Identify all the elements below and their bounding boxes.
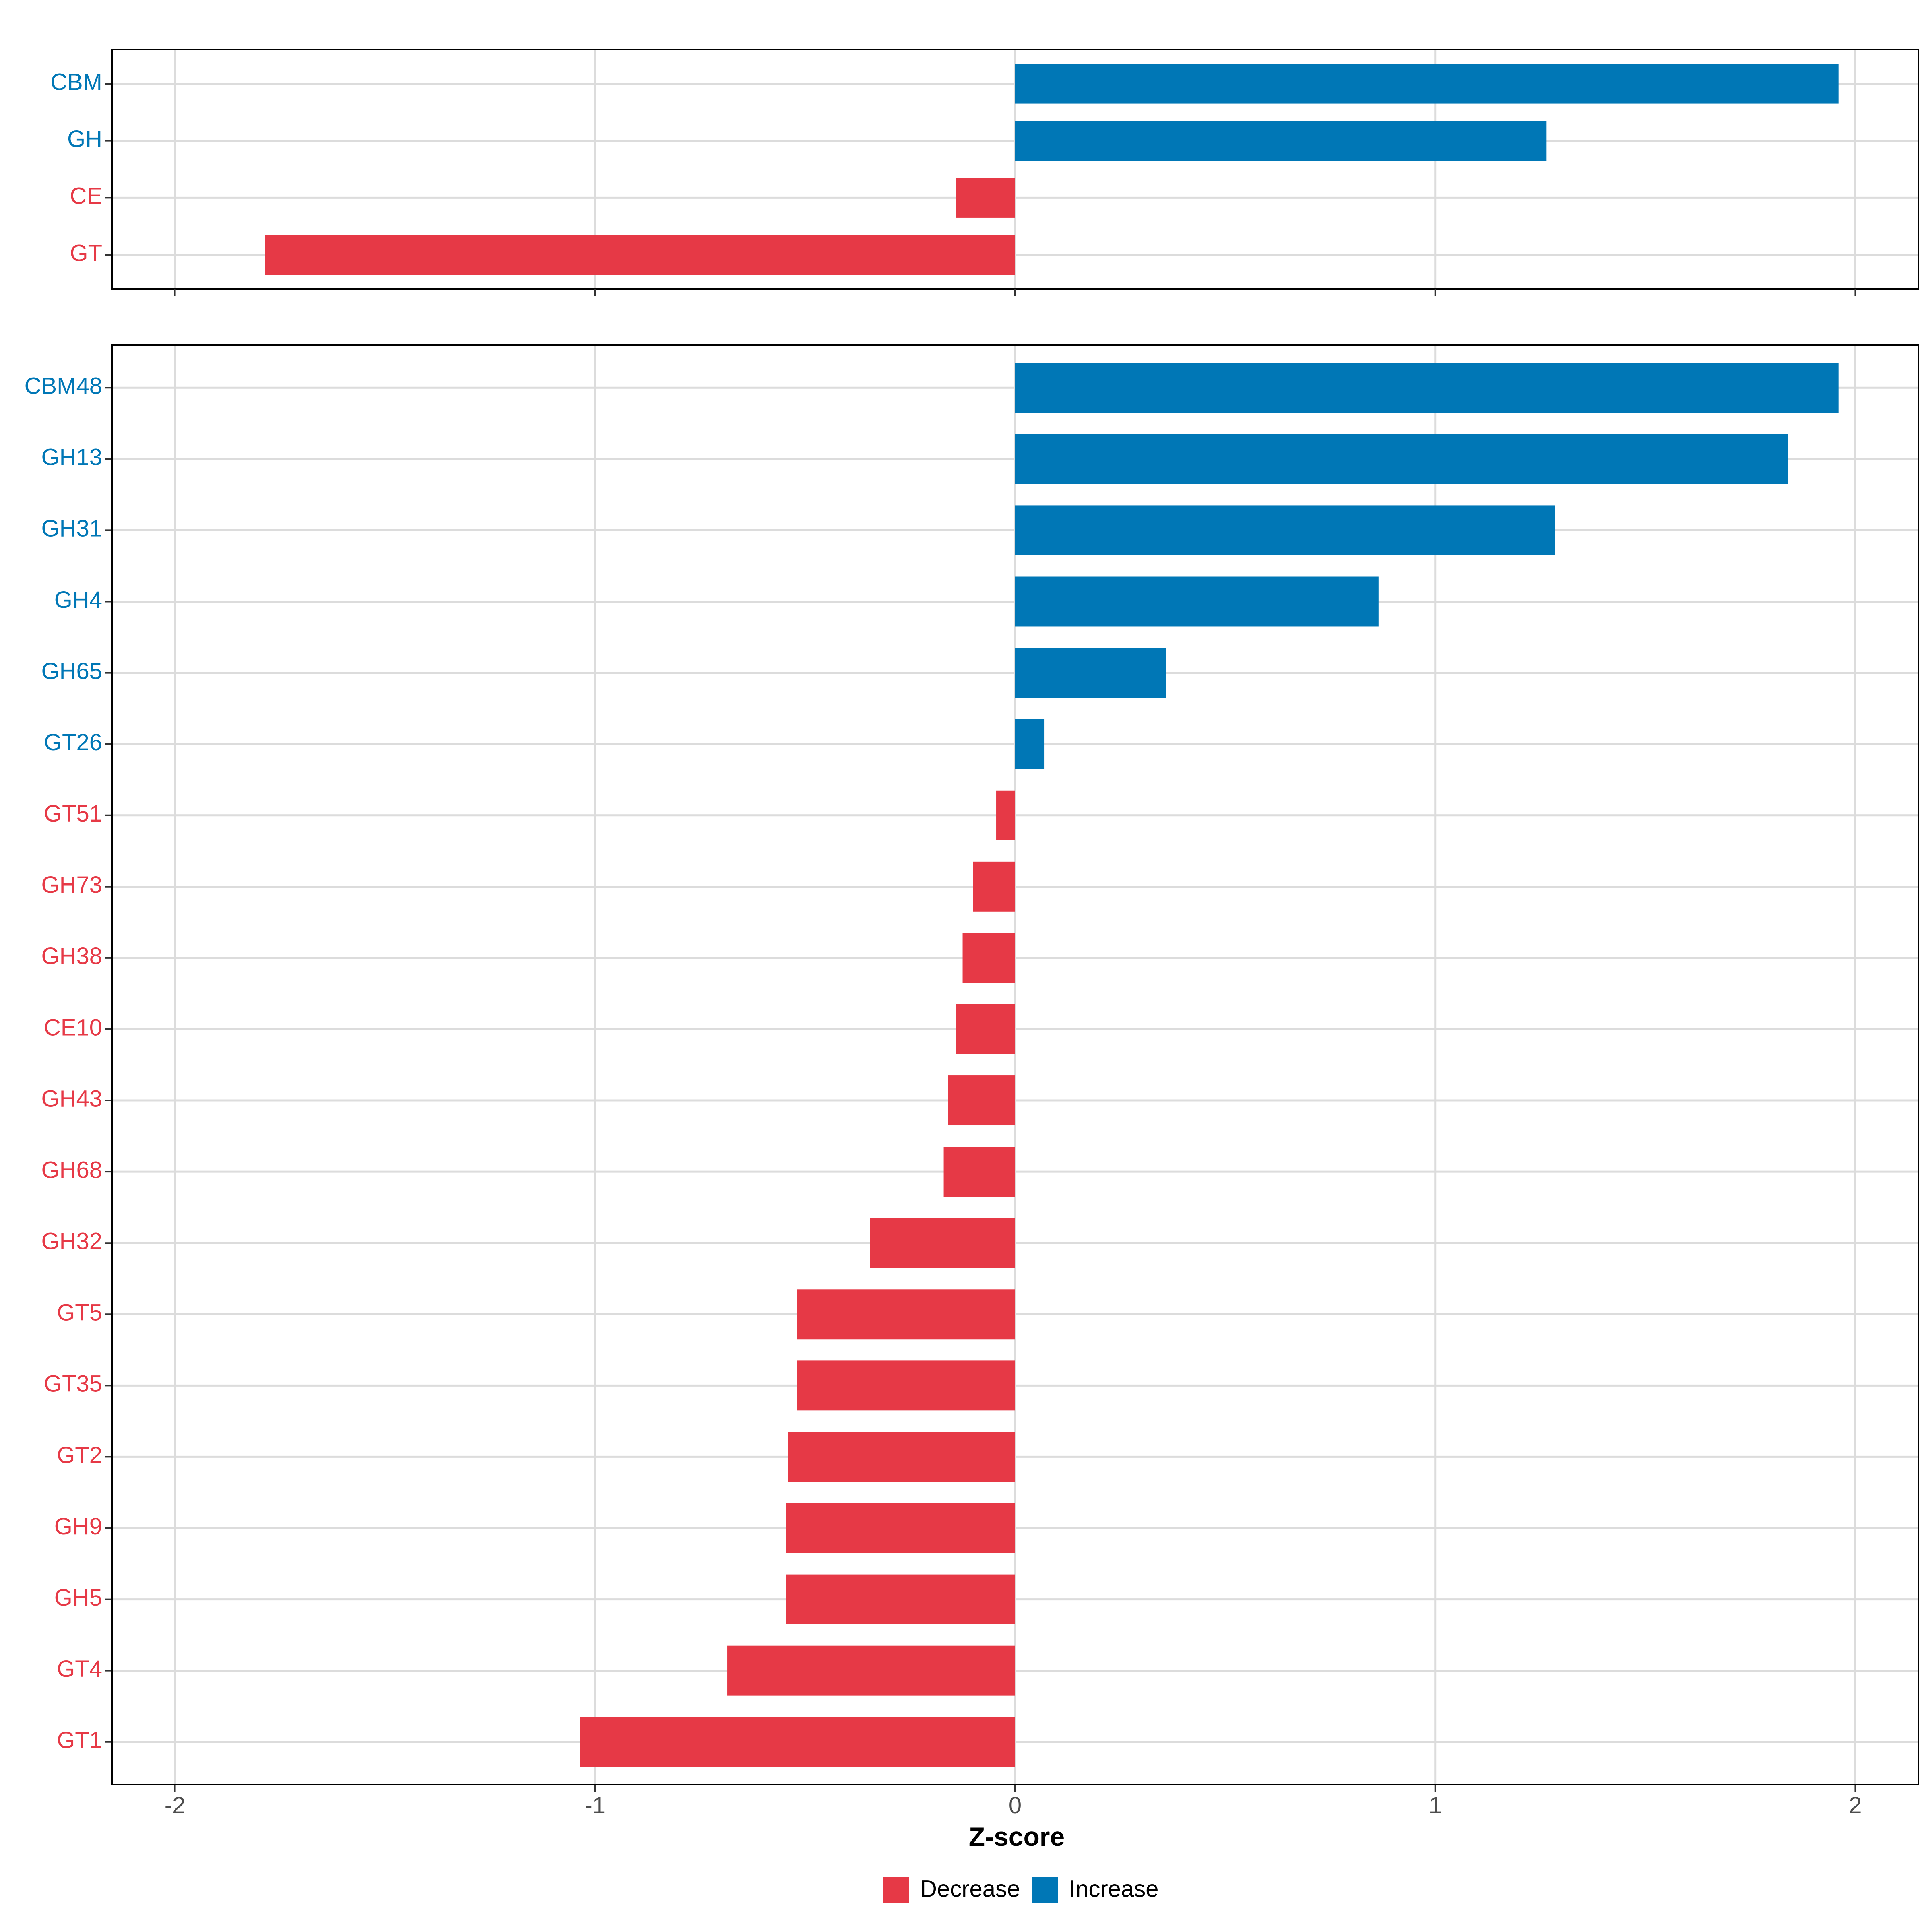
bar-gh4 bbox=[1015, 576, 1379, 627]
bar-gt5 bbox=[797, 1289, 1015, 1340]
category-label-gt4: GT4 bbox=[57, 1656, 102, 1682]
bar-gh43 bbox=[948, 1075, 1015, 1126]
bar-gt26 bbox=[1015, 719, 1045, 769]
top-panel: CBM GH CE GT bbox=[50, 49, 1919, 296]
category-label-ce: CE bbox=[70, 183, 102, 209]
category-label-gt1: GT1 bbox=[57, 1727, 102, 1753]
bar-ce bbox=[956, 178, 1015, 218]
x-axis-title: Z-score bbox=[969, 1822, 1065, 1852]
bar-gt51 bbox=[996, 790, 1015, 840]
bar-gh9 bbox=[786, 1503, 1015, 1553]
bar-gh31 bbox=[1015, 505, 1555, 555]
category-label-gt51: GT51 bbox=[44, 801, 102, 827]
category-label-gt26: GT26 bbox=[44, 729, 102, 755]
category-label-gh73: GH73 bbox=[41, 872, 102, 898]
legend: Decrease Increase bbox=[883, 1876, 1158, 1903]
category-label-gt2: GT2 bbox=[57, 1442, 102, 1468]
legend-key-increase bbox=[1032, 1877, 1058, 1903]
x-tick-label--2: -2 bbox=[165, 1792, 186, 1818]
category-label-cbm48: CBM48 bbox=[25, 373, 102, 399]
category-label-ce10: CE10 bbox=[44, 1014, 102, 1040]
bar-gt1 bbox=[580, 1717, 1015, 1767]
category-label-gh9: GH9 bbox=[54, 1513, 102, 1540]
category-label-gh38: GH38 bbox=[41, 943, 102, 969]
bar-gt2 bbox=[788, 1432, 1015, 1482]
bar-ce10 bbox=[956, 1004, 1015, 1054]
bar-gh bbox=[1015, 121, 1547, 161]
bar-cbm48 bbox=[1015, 363, 1839, 413]
category-label-gh43: GH43 bbox=[41, 1086, 102, 1112]
category-label-gt: GT bbox=[70, 240, 102, 266]
bar-gt bbox=[265, 235, 1015, 275]
x-tick-label-1: 1 bbox=[1429, 1792, 1442, 1818]
x-tick-label-2: 2 bbox=[1849, 1792, 1862, 1818]
category-label-gt35: GT35 bbox=[44, 1371, 102, 1397]
bar-cbm bbox=[1015, 64, 1839, 104]
bottom-panel: CBM48 GH13 GH31 GH4 GH65 GT26 GT51 GH73 GH38 CE10… bbox=[25, 344, 1919, 1792]
bar-gh38 bbox=[962, 933, 1015, 983]
category-label-gt5: GT5 bbox=[57, 1300, 102, 1326]
bar-gt35 bbox=[797, 1360, 1015, 1411]
legend-label-increase: Increase bbox=[1069, 1876, 1158, 1902]
category-label-gh31: GH31 bbox=[41, 516, 102, 542]
category-label-cbm: CBM bbox=[50, 69, 102, 95]
category-label-gh13: GH13 bbox=[41, 444, 102, 471]
bar-gh68 bbox=[943, 1147, 1015, 1197]
bar-gh13 bbox=[1015, 434, 1788, 484]
x-tick-label--1: -1 bbox=[584, 1792, 605, 1818]
legend-key-decrease bbox=[883, 1877, 909, 1903]
legend-label-decrease: Decrease bbox=[920, 1876, 1020, 1902]
category-label-gh68: GH68 bbox=[41, 1157, 102, 1183]
category-label-gh: GH bbox=[67, 126, 102, 152]
category-label-gh5: GH5 bbox=[54, 1585, 102, 1611]
category-label-gh32: GH32 bbox=[41, 1228, 102, 1255]
x-axis: -2 -1 0 1 2 bbox=[165, 1792, 1862, 1818]
category-label-gh65: GH65 bbox=[41, 658, 102, 684]
bar-gh32 bbox=[870, 1218, 1015, 1268]
bar-gh65 bbox=[1015, 648, 1166, 698]
bar-gt4 bbox=[727, 1645, 1015, 1696]
category-label-gh4: GH4 bbox=[54, 587, 102, 613]
x-tick-label-0: 0 bbox=[1009, 1792, 1022, 1818]
bar-gh73 bbox=[973, 861, 1015, 912]
bar-gh5 bbox=[786, 1574, 1015, 1624]
